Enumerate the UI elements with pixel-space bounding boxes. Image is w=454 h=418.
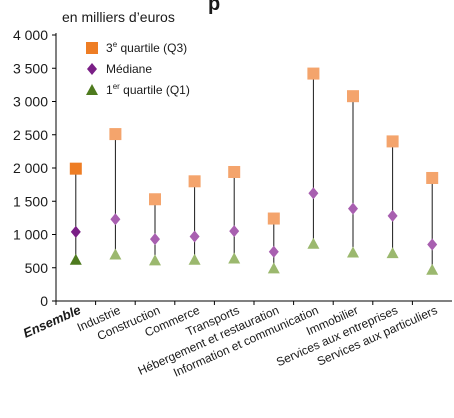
triangle-marker	[307, 237, 320, 249]
square-marker	[386, 135, 399, 148]
legend-label: 1er quartile (Q1)	[106, 82, 190, 97]
triangle-marker	[109, 248, 122, 260]
square-marker	[426, 171, 439, 184]
legend-label-rest: quartile (Q3)	[117, 41, 187, 55]
legend-label-superscript: er	[113, 82, 120, 91]
y-tick-label: 3 500	[13, 60, 48, 76]
unit-label: en milliers d’euros	[62, 9, 175, 25]
y-tick-label: 500	[25, 260, 49, 276]
triangle-marker	[149, 254, 161, 266]
diamond-marker	[387, 209, 398, 222]
legend-label-main: 1	[106, 83, 113, 97]
x-axis: EnsembleIndustrieConstructionCommerceTra…	[21, 300, 452, 380]
triangle-marker	[228, 252, 241, 264]
legend-label-rest: quartile (Q1)	[120, 83, 190, 97]
diamond-marker	[308, 187, 319, 200]
square-marker	[228, 165, 241, 178]
square-marker	[307, 67, 320, 80]
diamond-marker	[189, 230, 200, 243]
square-marker	[347, 90, 359, 103]
triangle-marker	[347, 246, 359, 258]
legend-label-main: 3	[106, 41, 113, 55]
square-marker	[109, 128, 122, 141]
legend-label: 3e quartile (Q3)	[106, 40, 187, 55]
triangle-marker	[188, 253, 201, 265]
diamond-marker	[110, 213, 121, 226]
legend-diamond-marker	[87, 63, 97, 75]
data-markers	[69, 67, 439, 275]
y-axis: 0 500 1 000 1 500 2 000 2 500 3 000 3 500 4 000	[13, 27, 57, 309]
y-tick-label: 2 500	[13, 127, 48, 143]
diamond-marker	[150, 233, 160, 246]
triangle-marker	[267, 262, 280, 274]
y-tick-label: 4 000	[13, 27, 48, 43]
triangle-marker	[386, 247, 399, 259]
y-tick-label: 0	[40, 293, 48, 309]
square-marker	[149, 193, 161, 206]
legend-label-main: Médiane	[106, 62, 152, 76]
legend: 3e quartile (Q3) Médiane 1er quartile (Q1)	[86, 40, 190, 97]
chart-title-fragment: p	[208, 0, 220, 15]
legend-label: Médiane	[106, 62, 152, 76]
square-marker	[188, 175, 201, 188]
diamond-marker	[348, 202, 358, 215]
legend-triangle-marker	[86, 84, 98, 95]
triangle-marker	[426, 263, 439, 275]
square-marker	[69, 162, 82, 175]
y-tick-label: 1 500	[13, 193, 48, 209]
square-marker	[267, 212, 280, 225]
diamond-marker	[70, 225, 81, 238]
diamond-marker	[229, 225, 240, 238]
diamond-marker	[427, 238, 438, 251]
y-tick-label: 2 000	[13, 160, 48, 176]
y-tick-label: 1 000	[13, 227, 48, 243]
y-tick-label: 3 000	[13, 94, 48, 110]
range-lines	[75, 73, 433, 270]
legend-square-marker	[86, 42, 98, 54]
diamond-marker	[268, 245, 279, 258]
legend-label-superscript: e	[113, 40, 118, 49]
triangle-marker	[69, 253, 82, 265]
